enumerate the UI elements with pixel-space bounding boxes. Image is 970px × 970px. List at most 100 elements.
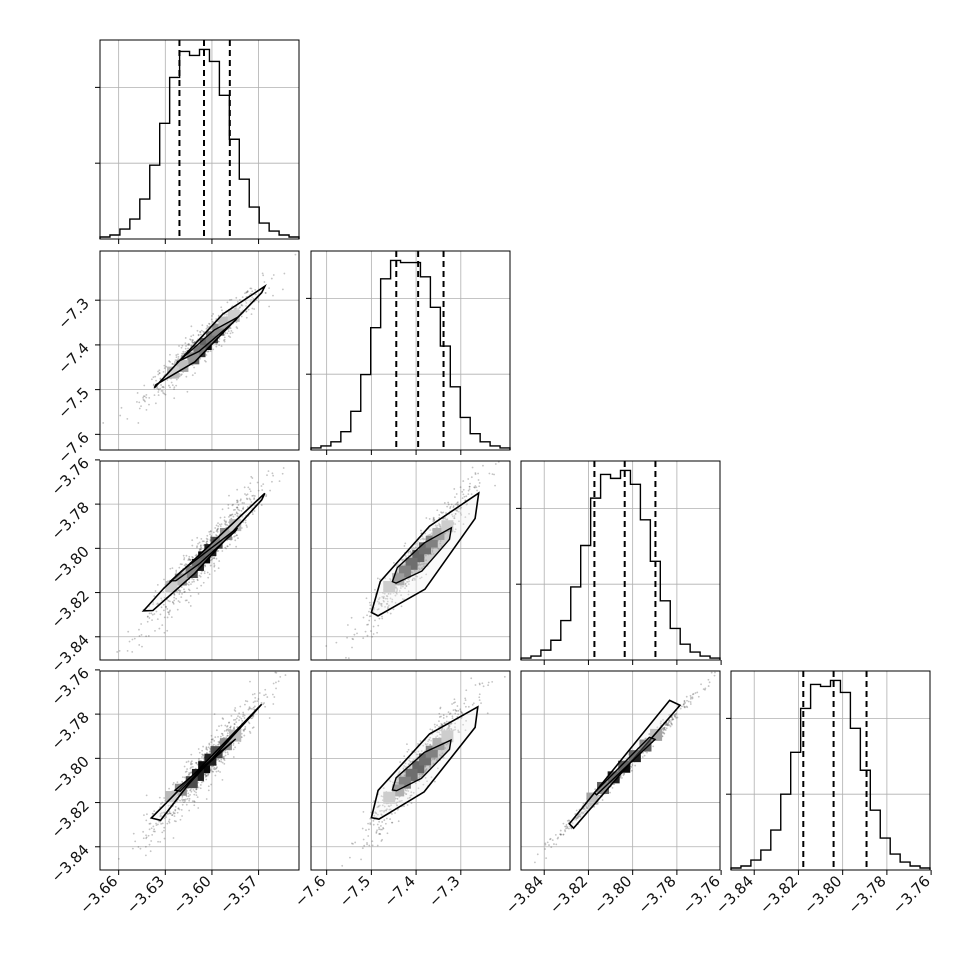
sample-point xyxy=(264,693,267,696)
sample-point xyxy=(455,503,458,505)
sample-point xyxy=(185,345,187,347)
sample-point xyxy=(210,734,213,737)
sample-point xyxy=(249,732,252,734)
sample-point xyxy=(197,748,200,750)
sample-point xyxy=(363,844,366,847)
sample-point xyxy=(171,363,174,365)
sample-point xyxy=(169,353,171,356)
sample-point xyxy=(193,341,195,344)
sample-point xyxy=(198,757,200,760)
sample-point xyxy=(228,494,230,497)
sample-point xyxy=(237,537,239,540)
sample-point xyxy=(487,681,490,684)
sample-point xyxy=(153,595,156,598)
sample-point xyxy=(360,858,362,861)
sample-point xyxy=(325,645,328,647)
sample-point xyxy=(195,788,198,790)
sample-point xyxy=(394,812,396,814)
sample-point xyxy=(199,575,202,578)
sample-point xyxy=(184,347,187,350)
x-tick-label: −3.80 xyxy=(800,872,845,917)
sample-point xyxy=(252,297,255,300)
sample-point xyxy=(447,711,450,713)
contour-inner xyxy=(173,738,237,792)
sample-point xyxy=(245,310,248,313)
sample-point xyxy=(160,822,163,825)
sample-point xyxy=(175,384,178,387)
sample-point xyxy=(244,521,247,524)
sample-point xyxy=(477,479,480,481)
sample-point xyxy=(155,824,158,827)
sample-point xyxy=(181,803,184,806)
sample-point xyxy=(268,717,271,719)
sample-point xyxy=(442,714,445,717)
sample-point xyxy=(246,526,248,528)
sample-point xyxy=(145,393,148,396)
sample-point xyxy=(181,344,184,347)
sample-point xyxy=(199,333,202,336)
sample-point xyxy=(575,809,578,812)
sample-point xyxy=(204,360,207,363)
sample-point xyxy=(211,770,214,773)
sample-point xyxy=(139,847,142,850)
sample-point xyxy=(203,359,206,362)
sample-point xyxy=(601,799,604,801)
sample-point xyxy=(191,341,194,344)
sample-point xyxy=(152,603,154,605)
sample-point xyxy=(232,509,235,511)
sample-point xyxy=(167,599,170,602)
sample-point xyxy=(197,786,200,789)
sample-point xyxy=(173,388,175,391)
sample-point xyxy=(153,810,156,813)
sample-point xyxy=(214,527,217,529)
sample-point xyxy=(207,789,210,792)
sample-point xyxy=(186,583,189,585)
sample-point xyxy=(212,313,215,315)
sample-point xyxy=(244,300,247,302)
sample-point xyxy=(191,339,194,342)
sample-point xyxy=(175,569,178,572)
sample-point xyxy=(197,334,200,337)
sample-point xyxy=(454,496,456,499)
sample-point xyxy=(685,695,688,698)
sample-point xyxy=(191,340,194,343)
sample-point xyxy=(652,745,655,748)
sample-point xyxy=(159,613,162,616)
sample-point xyxy=(161,386,164,388)
sample-point xyxy=(267,470,270,473)
sample-point xyxy=(236,512,239,515)
sample-point xyxy=(210,783,212,786)
sample-point xyxy=(216,529,218,532)
sample-point xyxy=(183,557,186,559)
sample-point xyxy=(235,326,238,328)
sample-point xyxy=(213,713,216,715)
sample-point xyxy=(208,573,211,576)
sample-point xyxy=(389,818,391,820)
sample-point xyxy=(161,801,164,804)
sample-point xyxy=(368,844,371,847)
sample-point xyxy=(545,857,548,860)
sample-point xyxy=(235,545,238,548)
sample-point xyxy=(188,589,191,592)
sample-point xyxy=(217,314,220,317)
sample-point xyxy=(210,328,213,331)
sample-point xyxy=(190,344,193,347)
sample-point xyxy=(223,338,226,341)
sample-point xyxy=(551,839,554,842)
sample-point xyxy=(399,761,402,763)
sample-point xyxy=(263,702,265,704)
sample-point xyxy=(216,766,218,768)
sample-point xyxy=(227,335,230,338)
x-tick-label: −3.66 xyxy=(76,872,121,917)
sample-point xyxy=(226,734,229,737)
sample-point xyxy=(226,545,229,548)
sample-point xyxy=(237,742,240,745)
sample-point xyxy=(174,360,176,363)
sample-point xyxy=(460,711,463,714)
sample-point xyxy=(153,613,156,615)
panel-frame xyxy=(730,670,931,871)
sample-point xyxy=(245,291,248,294)
sample-point xyxy=(470,476,473,479)
sample-point xyxy=(471,466,474,469)
sample-point xyxy=(174,809,177,812)
